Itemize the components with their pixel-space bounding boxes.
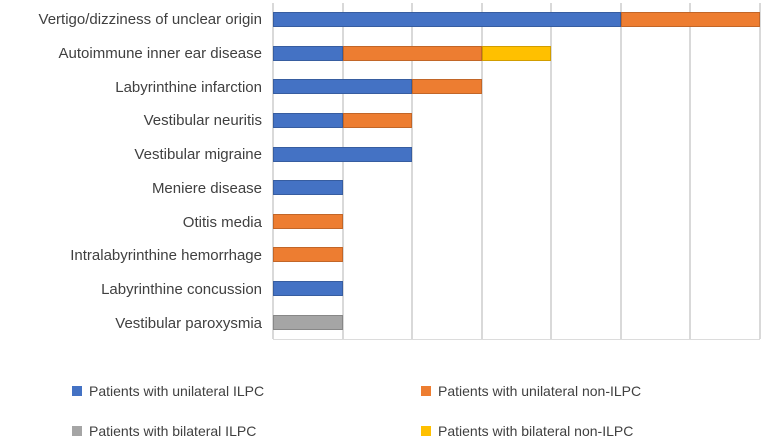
bar-segment (481, 45, 552, 61)
bar-row (273, 205, 760, 239)
stacked-bar (273, 213, 760, 229)
bar-row (273, 3, 760, 37)
x-gridline (550, 3, 553, 339)
bar-row (273, 70, 760, 104)
stacked-bar (273, 12, 760, 28)
bar-segment (273, 12, 621, 28)
legend-swatch (72, 386, 82, 396)
bar-rows-container (273, 3, 760, 339)
bar-segment (273, 281, 343, 297)
bar-segment (273, 180, 343, 196)
stacked-bar (273, 180, 760, 196)
legend-item: Patients with bilateral non-ILPC (421, 423, 633, 439)
bar-segment (273, 113, 343, 129)
bar-segment (273, 45, 343, 61)
category-label: Intralabyrinthine hemorrhage (70, 247, 262, 265)
stacked-bar (273, 79, 760, 95)
bar-row (273, 37, 760, 71)
legend-swatch (421, 386, 431, 396)
bar-segment (342, 113, 413, 129)
legend-label: Patients with bilateral non-ILPC (438, 423, 634, 439)
category-label: Autoimmune inner ear disease (58, 45, 262, 63)
x-gridline (619, 3, 622, 339)
stacked-bar (273, 146, 760, 162)
legend-swatch (421, 426, 431, 436)
x-gridline (411, 3, 414, 339)
bar-row (273, 272, 760, 306)
category-label: Otitis media (182, 213, 262, 231)
legend-item: Patients with unilateral non-ILPC (421, 383, 641, 399)
category-label: Vestibular migraine (134, 146, 262, 164)
bar-segment (620, 12, 760, 28)
x-gridline (689, 3, 692, 339)
category-axis-labels: Vertigo/dizziness of unclear origin Autoi… (0, 3, 262, 340)
bar-segment (273, 79, 413, 95)
x-gridline (341, 3, 344, 339)
category-label: Vestibular neuritis (143, 112, 262, 130)
bar-segment (342, 45, 482, 61)
stacked-bar (273, 314, 760, 330)
category-label: Meniere disease (151, 179, 262, 197)
x-gridline (480, 3, 483, 339)
y-axis-line (272, 3, 274, 339)
stacked-bar (273, 113, 760, 129)
stacked-bar (273, 281, 760, 297)
bar-row (273, 104, 760, 138)
bar-row (273, 137, 760, 171)
stacked-bar (273, 247, 760, 263)
bar-segment (273, 146, 413, 162)
bar-segment (412, 79, 482, 95)
bar-row (273, 238, 760, 272)
category-label: Vestibular paroxysmia (115, 314, 262, 332)
bar-row (273, 171, 760, 205)
legend-item: Patients with unilateral ILPC (72, 383, 264, 399)
category-label: Labyrinthine infarction (115, 78, 262, 96)
bar-segment (273, 213, 343, 229)
category-label: Labyrinthine concussion (101, 280, 262, 298)
plot-area (272, 3, 761, 340)
legend-label: Patients with bilateral ILPC (89, 423, 257, 439)
bar-row (273, 305, 760, 339)
category-label: Vertigo/dizziness of unclear origin (38, 11, 262, 29)
bar-segment (273, 247, 343, 263)
legend-label: Patients with unilateral non-ILPC (438, 383, 642, 399)
legend-item: Patients with bilateral ILPC (72, 423, 256, 439)
x-gridline (759, 3, 761, 339)
stacked-bar (273, 45, 760, 61)
legend-label: Patients with unilateral ILPC (89, 383, 265, 399)
legend-swatch (72, 426, 82, 436)
bar-segment (273, 314, 343, 330)
